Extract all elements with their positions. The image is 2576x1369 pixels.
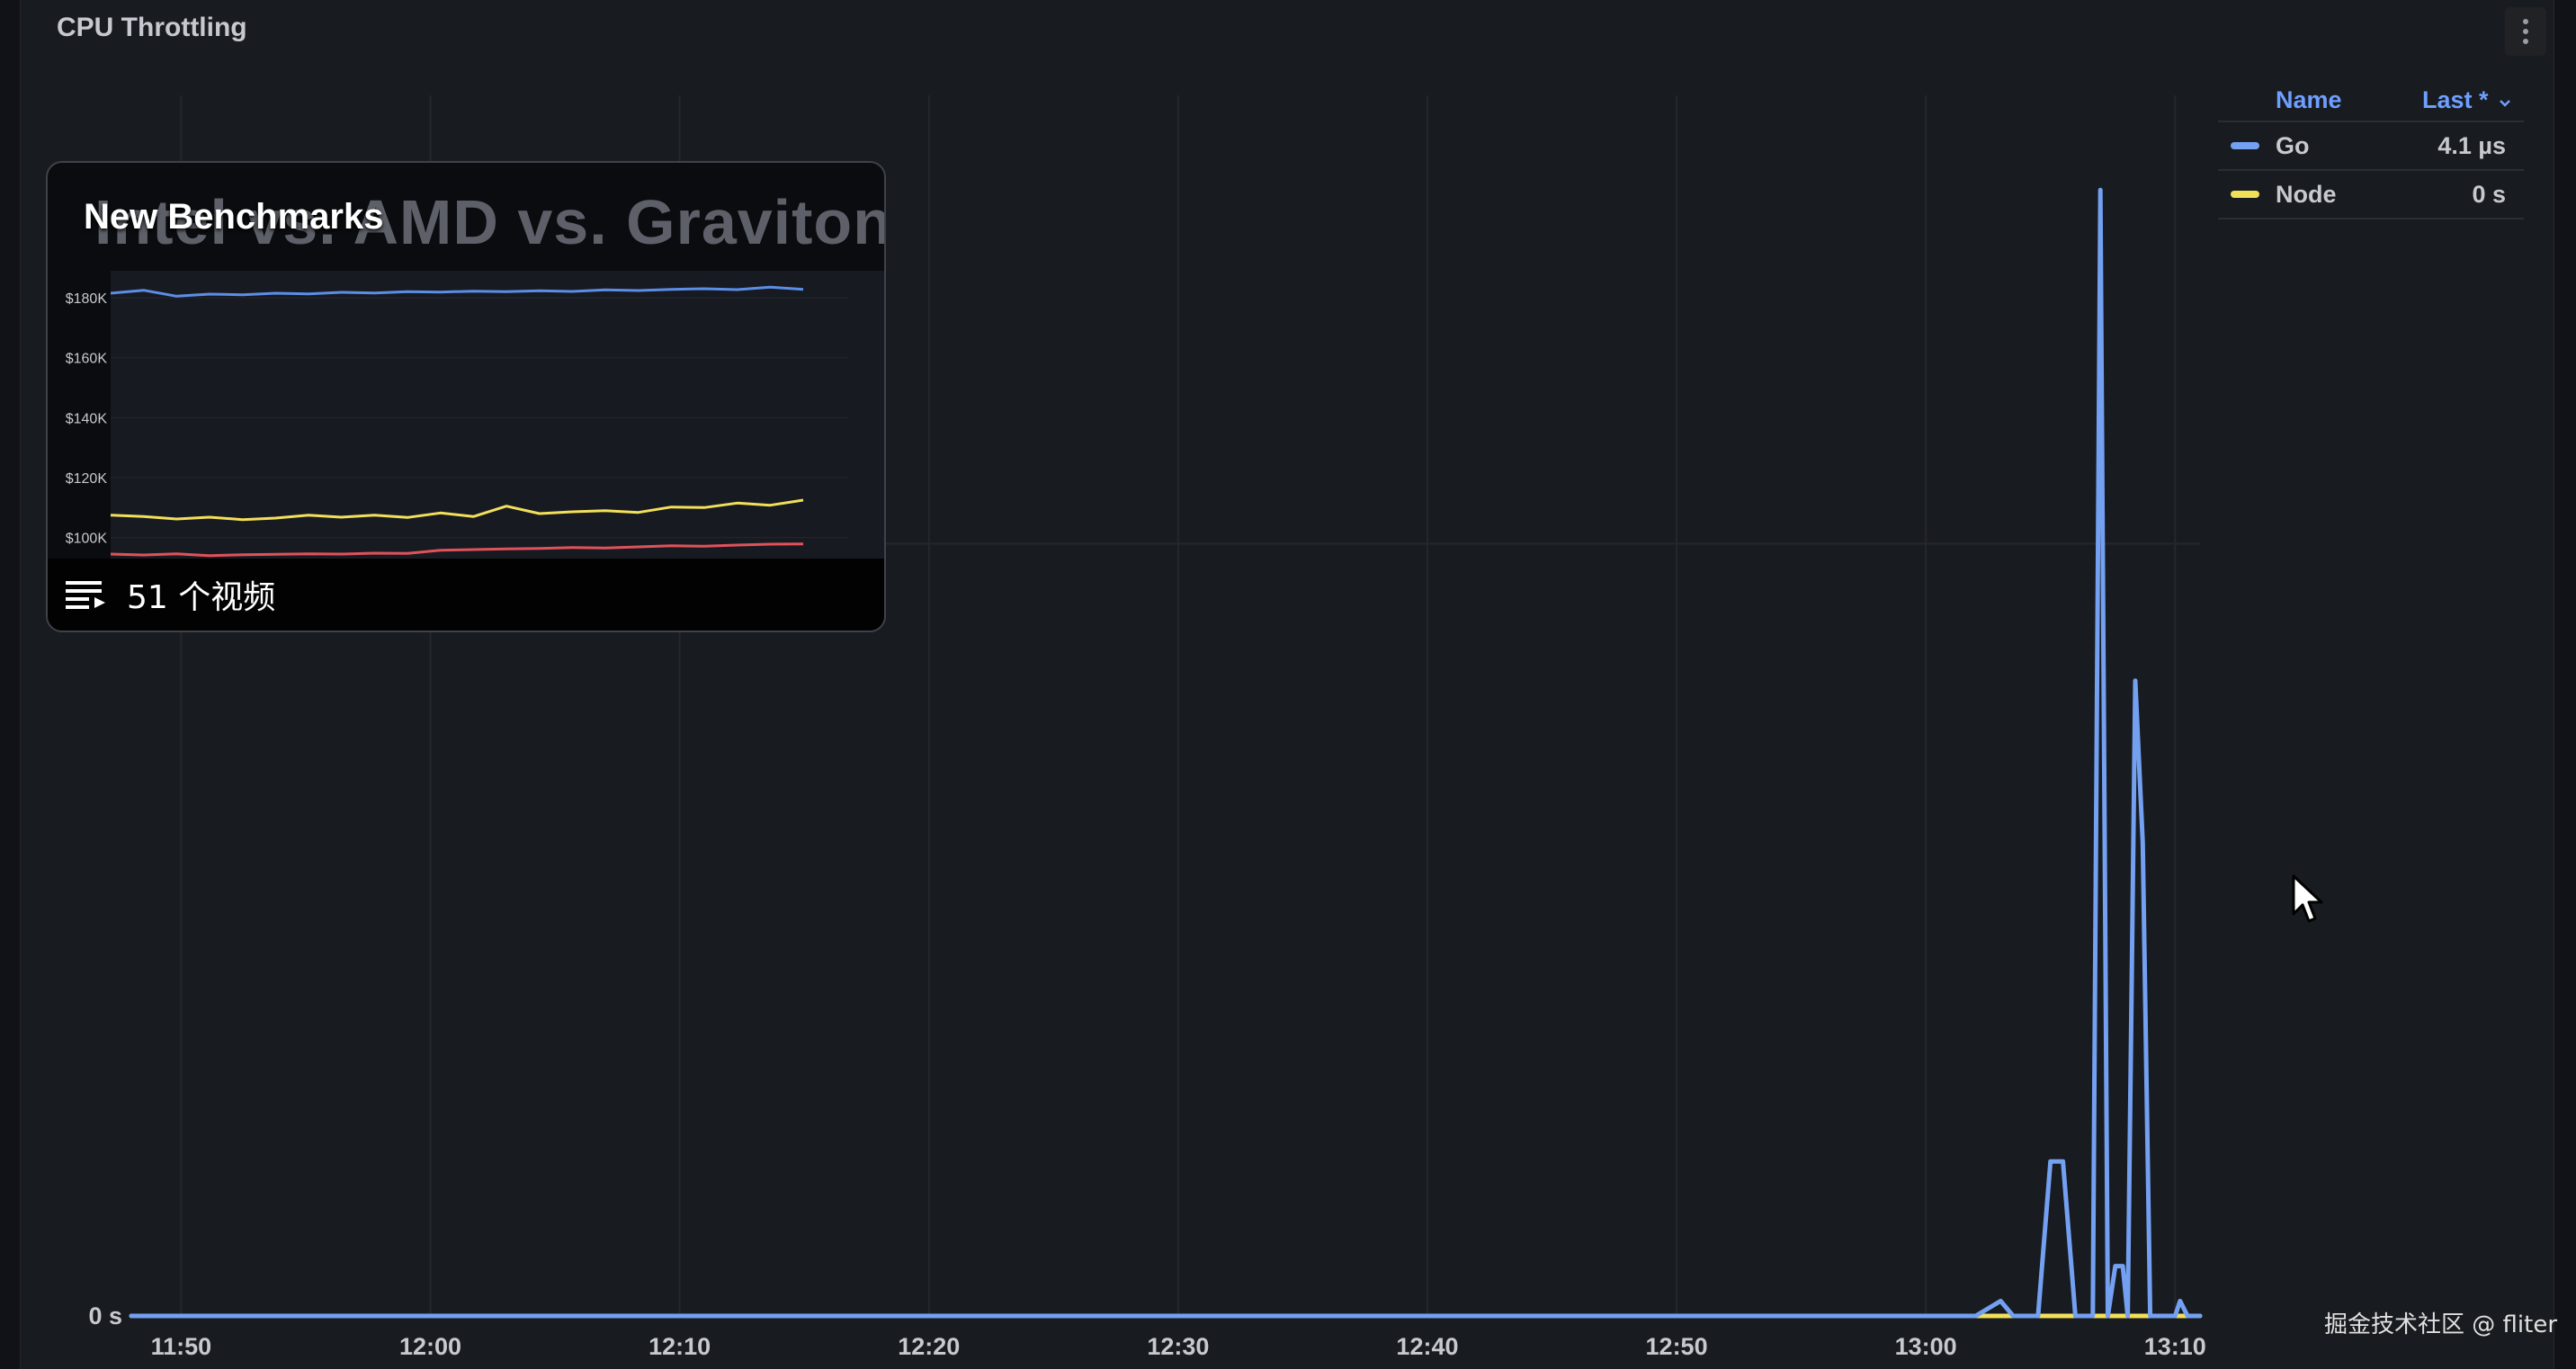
playlist-icon	[66, 581, 105, 609]
video-thumbnail-title: Intel vs. AMD vs. Graviton	[94, 187, 886, 257]
legend-header: Name Last *	[2218, 79, 2524, 122]
legend-name-header[interactable]: Name	[2276, 85, 2342, 113]
x-tick-label: 12:40	[1396, 1333, 1458, 1360]
x-tick-label: 13:00	[1895, 1333, 1957, 1360]
legend-item-node[interactable]: Node 0 s	[2218, 171, 2524, 219]
legend-item-name: Go	[2276, 131, 2310, 159]
video-series-line-0	[110, 285, 804, 298]
legend-item-name: Node	[2276, 180, 2337, 208]
video-y-tick-label: $140K	[66, 411, 108, 426]
y-tick-label: 0 s	[88, 1302, 122, 1329]
video-series-line-1	[110, 498, 804, 522]
panel-menu-button[interactable]	[2505, 7, 2546, 56]
series-line-go	[129, 187, 2203, 1319]
series-color-swatch	[2231, 191, 2259, 198]
video-info-bar: 51 个视频	[48, 559, 884, 631]
video-y-tick-label: $120K	[66, 471, 108, 487]
video-thumbnail-chart: $180K $160K $140K $120K $100K	[66, 271, 884, 559]
panel-title: CPU Throttling	[57, 13, 247, 42]
x-tick-label: 12:20	[898, 1333, 960, 1360]
video-count: 51 个视频	[127, 579, 276, 616]
video-series-line-2	[110, 542, 804, 558]
legend-last-label: Last *	[2421, 85, 2489, 113]
chevron-down-icon	[2500, 99, 2510, 107]
video-y-tick-label: $160K	[66, 352, 108, 367]
video-playlist-overlay[interactable]: Intel vs. AMD vs. Graviton New Benchmark…	[46, 161, 886, 632]
x-tick-label: 11:50	[151, 1333, 212, 1360]
legend-item-go[interactable]: Go 4.1 µs	[2218, 122, 2524, 171]
video-title[interactable]: New Benchmarks	[84, 197, 384, 237]
video-y-tick-label: $180K	[66, 291, 108, 307]
legend-table: Name Last * Go 4.1 µs Node 0 s	[2218, 79, 2524, 219]
x-tick-label: 12:30	[1147, 1333, 1209, 1360]
watermark: 掘金技术社区 @ fliter	[2324, 1311, 2558, 1338]
legend-last-header[interactable]: Last *	[2394, 86, 2524, 114]
legend-item-value: 0 s	[2472, 180, 2506, 208]
series-color-swatch	[2231, 142, 2259, 149]
x-tick-label: 12:00	[399, 1333, 461, 1360]
x-tick-label: 12:50	[1646, 1333, 1708, 1360]
kebab-menu-icon	[2523, 19, 2528, 44]
legend-item-value: 4.1 µs	[2437, 131, 2506, 159]
mouse-pointer-icon	[2292, 874, 2323, 923]
x-tick-label: 12:10	[648, 1333, 711, 1360]
x-tick-label: 13:10	[2144, 1333, 2206, 1360]
video-y-tick-label: $100K	[66, 532, 108, 547]
